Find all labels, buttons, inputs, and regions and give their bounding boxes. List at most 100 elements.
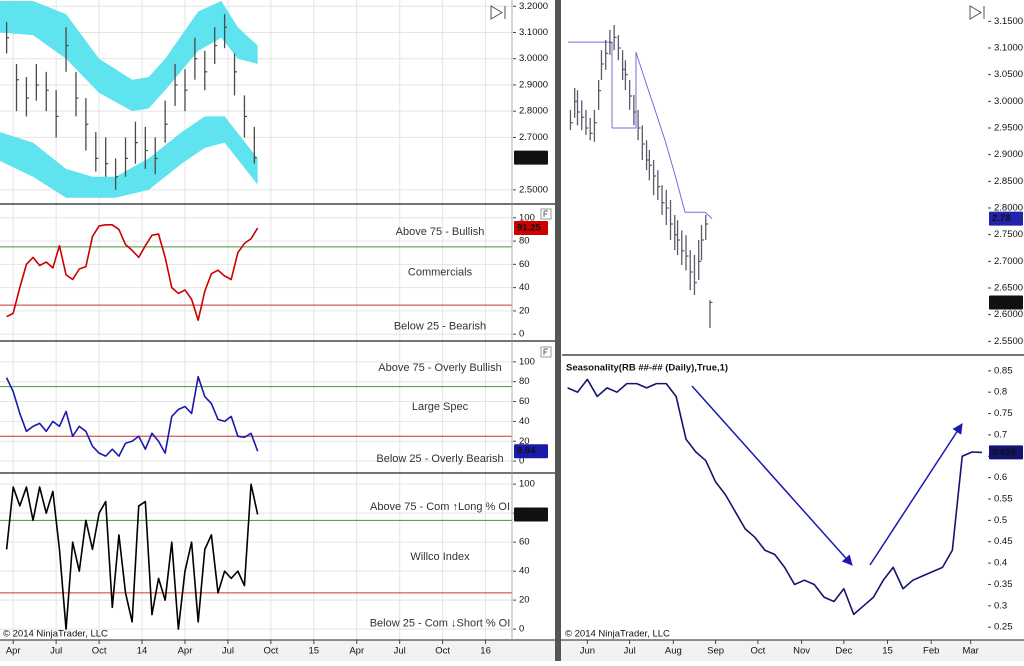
y-tick-label: 0.5 <box>994 515 1007 526</box>
y-tick-label: 3.1000 <box>519 27 548 38</box>
y-tick-label: 100 <box>519 356 535 367</box>
y-tick-label: 40 <box>519 416 530 427</box>
y-tick-label: 2.8500 <box>994 176 1023 187</box>
x-tick-label: Jul <box>50 646 62 657</box>
value-label: 2.6229 <box>992 297 1021 308</box>
panel-button[interactable] <box>540 208 552 220</box>
panel-title: Seasonality(RB ##-## (Daily),True,1) <box>566 363 728 374</box>
y-tick-label: 2.5000 <box>519 184 548 195</box>
watermark: © 2014 NinjaTrader, LLC <box>3 629 108 640</box>
y-tick-label: 20 <box>519 436 530 447</box>
y-tick-label: 100 <box>519 212 535 223</box>
plot <box>0 1 982 630</box>
band <box>0 1 258 112</box>
y-tick-label: 2.7000 <box>519 132 548 143</box>
trend-arrow <box>691 385 853 566</box>
y-tick-label: 2.9000 <box>519 79 548 90</box>
x-tick-label: Oct <box>92 646 107 657</box>
x-axis-bar <box>0 640 1024 661</box>
y-tick-label: 60 <box>519 537 530 548</box>
y-tick-label: 2.8000 <box>519 106 548 117</box>
y-tick-label: 80 <box>519 236 530 247</box>
x-tick-label: Mar <box>962 646 978 657</box>
series-line <box>5 375 259 457</box>
x-tick-label: Feb <box>923 646 939 657</box>
scroll-icon[interactable] <box>969 5 985 20</box>
step-line <box>568 41 713 220</box>
series-line <box>6 223 259 322</box>
scroll-icon[interactable] <box>490 5 506 20</box>
x-tick-label: Jul <box>394 646 406 657</box>
y-tick-label: 3.0000 <box>994 96 1023 107</box>
annotation: Commercials <box>408 266 473 278</box>
y-tick-label: 2.7000 <box>994 256 1023 267</box>
x-tick-label: Dec <box>835 646 852 657</box>
x-tick-label: 15 <box>309 646 320 657</box>
value-label: 91.25 <box>517 223 541 234</box>
x-tick-label: Apr <box>6 646 21 657</box>
watermark: © 2014 NinjaTrader, LLC <box>565 629 670 640</box>
y-tick-label: 2.9000 <box>994 149 1023 160</box>
x-tick-label: Nov <box>793 646 810 657</box>
y-tick-label: 2.6500 <box>994 283 1023 294</box>
y-tick-label: 3.1000 <box>994 43 1023 54</box>
x-tick-label: Jul <box>222 646 234 657</box>
panel-button[interactable] <box>540 346 552 358</box>
y-tick-label: 0.35 <box>994 579 1013 590</box>
value-label-box <box>514 220 548 235</box>
y-tick-label: 20 <box>519 595 530 606</box>
y-tick-label: 2.5500 <box>994 336 1023 347</box>
y-tick-label: 40 <box>519 282 530 293</box>
y-tick-label: 0 <box>519 329 524 340</box>
annotation: Above 75 - Overly Bullish <box>378 362 502 374</box>
y-tick-label: 60 <box>519 259 530 270</box>
value-label: 9.94 <box>517 446 536 457</box>
annotation: Below 25 - Com ↓Short % OI <box>370 617 511 629</box>
annotation: Below 25 - Bearish <box>394 320 486 332</box>
x-tick-label: Apr <box>349 646 364 657</box>
annotation: Above 75 - Com ↑Long % OI <box>370 501 510 513</box>
x-tick-label: 14 <box>137 646 148 657</box>
y-tick-label: 0.85 <box>994 365 1013 376</box>
x-tick-label: Oct <box>750 646 765 657</box>
labels: 2.5000 2.7000 2.8000 2.9000 3.0000 3.1000 3.20… <box>3 1 1023 657</box>
y-tick-label: 80 <box>519 376 530 387</box>
value-label-box <box>989 211 1023 226</box>
value-label: 0.659 <box>992 447 1016 458</box>
value-label-box <box>514 150 548 165</box>
value-label: 2.6229 <box>517 152 546 163</box>
y-tick-label: 0.75 <box>994 408 1013 419</box>
value-label-box <box>514 507 548 522</box>
value-label-box <box>989 295 1023 310</box>
y-tick-label: 0.7 <box>994 429 1007 440</box>
y-tick-label: 2.7500 <box>994 229 1023 240</box>
x-tick-label: Sep <box>707 646 724 657</box>
y-tick-label: 0.8 <box>994 387 1007 398</box>
y-tick-label: 2.6000 <box>994 309 1023 320</box>
value-label: 2.78 <box>992 213 1011 224</box>
value-label-box <box>989 445 1023 460</box>
annotation: Above 75 - Bullish <box>396 226 485 238</box>
annotation: Below 25 - Overly Bearish <box>376 453 503 465</box>
x-tick-label: 16 <box>480 646 491 657</box>
value-label-box <box>514 444 548 459</box>
x-tick-label: Jun <box>580 646 595 657</box>
value-label: 79.09 <box>517 509 541 520</box>
trend-arrow <box>869 423 963 566</box>
y-tick-label: 60 <box>519 396 530 407</box>
y-tick-label: 20 <box>519 305 530 316</box>
y-tick-label: 40 <box>519 566 530 577</box>
y-tick-label: 0.4 <box>994 558 1007 569</box>
y-tick-label: 2.8000 <box>994 203 1023 214</box>
y-tick-label: 0.45 <box>994 536 1013 547</box>
x-tick-label: Jul <box>624 646 636 657</box>
annotation: Large Spec <box>412 401 469 413</box>
y-tick-label: 3.0500 <box>994 69 1023 80</box>
band <box>0 116 258 198</box>
y-tick-label: 0 <box>519 624 524 635</box>
annotation: Willco Index <box>410 551 470 563</box>
x-tick-label: Apr <box>178 646 193 657</box>
x-tick-label: Aug <box>665 646 682 657</box>
y-tick-label: 3.2000 <box>519 1 548 12</box>
